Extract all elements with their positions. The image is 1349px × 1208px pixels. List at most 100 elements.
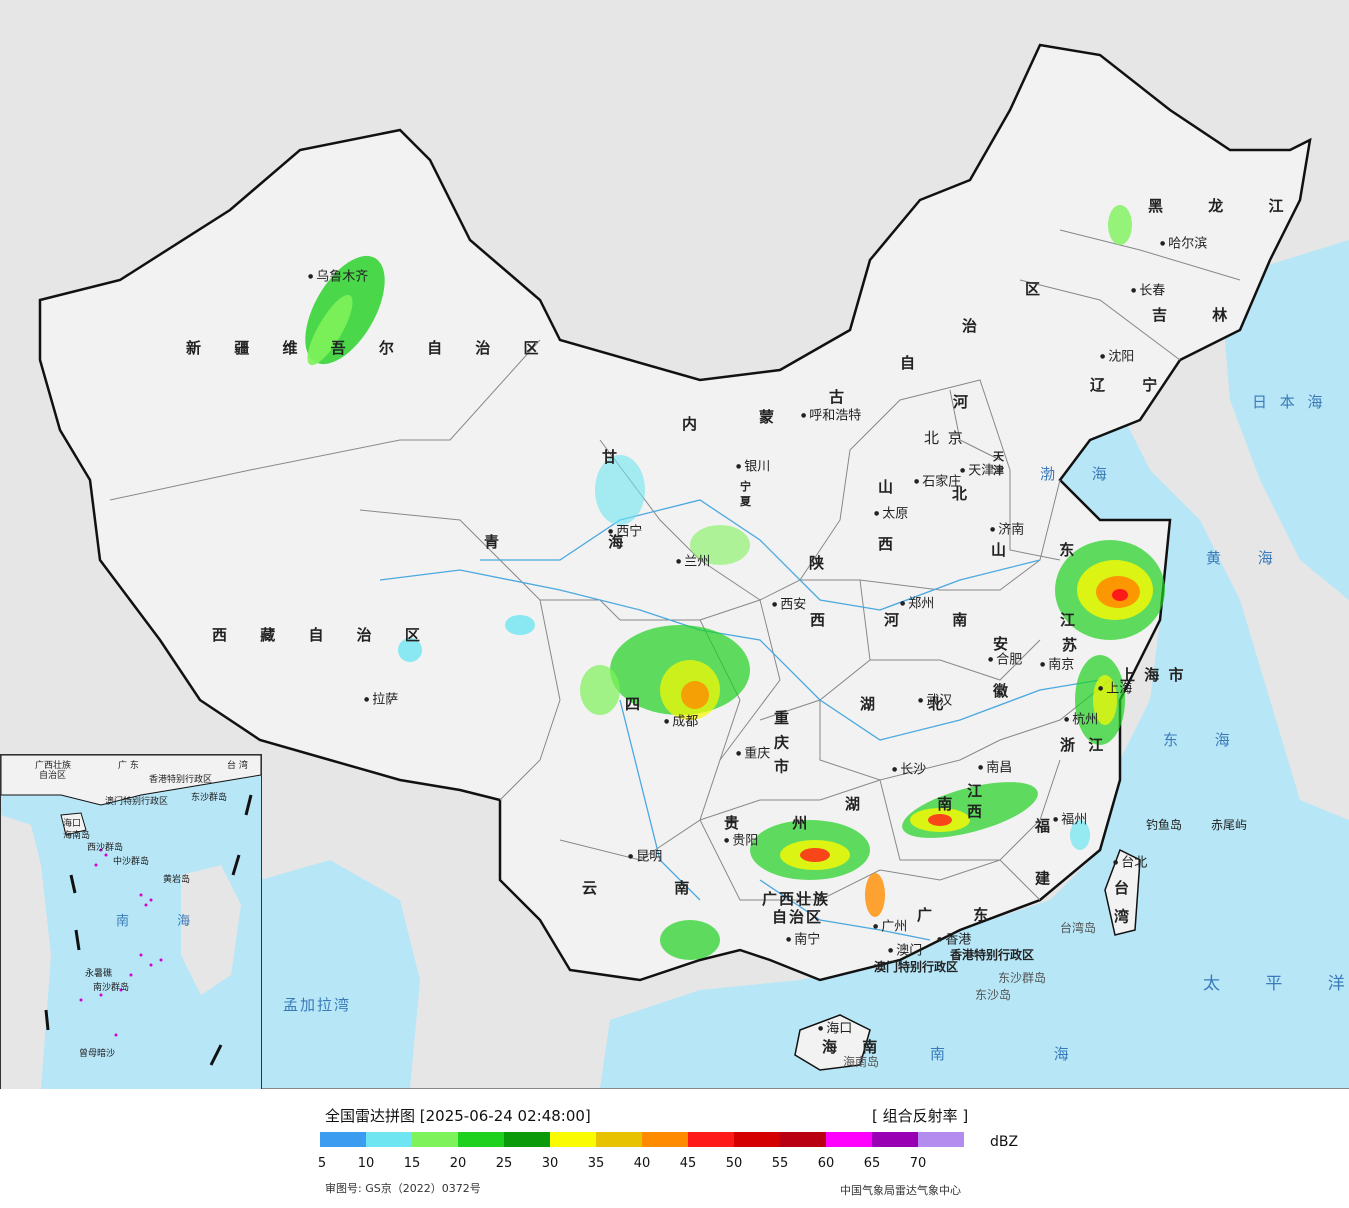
province-label-tibet: 西 藏 自 治 区 xyxy=(212,626,434,644)
city-lhasa[interactable]: 拉萨 xyxy=(364,693,398,708)
inset-label-yongshu: 永暑礁 xyxy=(85,969,113,979)
sea-label-sea-of-japan: 日 本 海 xyxy=(1252,393,1327,411)
province-label-hunan: 湖 南 xyxy=(845,795,989,813)
province-label-jilin: 吉 林 xyxy=(1152,306,1248,324)
city-kunming[interactable]: 昆明 xyxy=(628,850,662,865)
city-hohhot[interactable]: 呼和浩特 xyxy=(801,409,861,424)
inset-label-hongkong-sar: 香港特别行政区 xyxy=(149,775,213,785)
island-chiwei: 赤尾屿 xyxy=(1211,818,1248,832)
legend-unit: dBZ xyxy=(990,1134,1019,1150)
province-label-shan: 山 xyxy=(878,478,908,496)
city-changchun[interactable]: 长春 xyxy=(1131,284,1165,299)
city-haikou[interactable]: 海口 xyxy=(818,1022,852,1037)
legend-tick-label: 5 xyxy=(317,1156,327,1171)
city-yinchuan[interactable]: 银川 xyxy=(736,460,770,475)
bay-of-bengal xyxy=(260,860,420,1088)
city-guangzhou[interactable]: 广州 xyxy=(873,920,907,935)
province-label-jin: 津 xyxy=(993,464,1018,477)
inset-label-taiwan: 台 湾 xyxy=(227,761,248,771)
legend-tick-label: 65 xyxy=(863,1156,881,1171)
city-nanning[interactable]: 南宁 xyxy=(786,933,820,948)
city-taiyuan[interactable]: 太原 xyxy=(874,507,908,522)
city-guiyang[interactable]: 贵阳 xyxy=(724,834,758,849)
city-lanzhou[interactable]: 兰州 xyxy=(676,555,710,570)
legend-swatch-65 xyxy=(872,1132,918,1147)
province-label-gu: 古 xyxy=(829,388,859,406)
city-shenyang[interactable]: 沈阳 xyxy=(1100,350,1134,365)
legend-tick-label: 20 xyxy=(449,1156,467,1171)
legend-swatch-10 xyxy=(366,1132,412,1147)
city-fuzhou[interactable]: 福州 xyxy=(1053,813,1087,828)
inset-label-haikou: 海口 xyxy=(63,819,82,829)
rivers xyxy=(379,499,1101,941)
city-jinan[interactable]: 济南 xyxy=(990,523,1024,538)
province-label-gan: 甘 xyxy=(602,448,632,466)
data-source: 中国气象局雷达气象中心 xyxy=(840,1184,961,1197)
legend-tick-label: 40 xyxy=(633,1156,651,1171)
province-label-ning: 宁 xyxy=(740,480,765,493)
province-label-fujian: 福 建 xyxy=(1033,818,1051,902)
city-tianjin[interactable]: 天津 xyxy=(960,464,994,479)
inset-label-guangdong: 广 东 xyxy=(118,761,139,771)
city-hefei[interactable]: 合肥 xyxy=(988,653,1022,668)
legend-tick-label: 15 xyxy=(403,1156,421,1171)
city-hongkong[interactable]: 香港 xyxy=(937,933,971,948)
city-xian[interactable]: 西安 xyxy=(772,598,806,613)
label-macau-sar: 澳门特别行政区 xyxy=(874,960,959,974)
city-nanchang[interactable]: 南昌 xyxy=(978,761,1012,776)
city-zhengzhou[interactable]: 郑州 xyxy=(900,597,934,612)
sea-label-east-sea: 东 海 xyxy=(1163,731,1246,749)
province-label-guangdong: 广 东 xyxy=(917,906,1007,924)
city-changsha[interactable]: 长沙 xyxy=(892,763,926,778)
inset-label-zhongsha: 中沙群岛 xyxy=(113,857,150,867)
inset-label-guangxi-2: 自治区 xyxy=(39,771,67,781)
label-hongkong-sar: 香港特别行政区 xyxy=(950,948,1035,962)
province-label-guangxi-1: 广西壮族 xyxy=(762,890,831,908)
legend-tick-label: 55 xyxy=(771,1156,789,1171)
city-xining[interactable]: 西宁 xyxy=(608,525,642,540)
province-label-zhejiang: 浙 江 xyxy=(1060,736,1108,754)
legend-tick-label: 45 xyxy=(679,1156,697,1171)
city-shijiazhuang[interactable]: 石家庄 xyxy=(914,475,961,490)
province-label-guangxi-2: 自治区 xyxy=(772,908,824,926)
province-label-hainan: 海 南 xyxy=(822,1038,888,1056)
city-wuhan[interactable]: 武汉 xyxy=(918,694,952,709)
city-chongqing[interactable]: 重庆 xyxy=(736,747,770,762)
province-label-shaan: 陕 xyxy=(809,554,839,572)
city-harbin[interactable]: 哈尔滨 xyxy=(1160,237,1207,252)
legend-swatch-5 xyxy=(320,1132,366,1147)
city-urumqi[interactable]: 乌鲁木齐 xyxy=(308,270,368,285)
legend-tick-label: 30 xyxy=(541,1156,559,1171)
legend-tick-label: 35 xyxy=(587,1156,605,1171)
city-chengdu[interactable]: 成都 xyxy=(664,715,698,730)
inset-label-south-sea: 南 海 xyxy=(116,914,213,929)
legend-swatch-50 xyxy=(734,1132,780,1147)
province-label-guizhou: 贵 州 xyxy=(724,814,832,832)
island-diaoyu: 钓鱼岛 xyxy=(1146,818,1183,832)
sea-label-yellow-sea: 黄 海 xyxy=(1206,549,1289,567)
city-taipei[interactable]: 台北 xyxy=(1113,856,1147,871)
sea-label-pacific: 太 平 洋 xyxy=(1203,974,1349,994)
legend-tick-label: 50 xyxy=(725,1156,743,1171)
legend-swatch-30 xyxy=(550,1132,596,1147)
inset-label-xisha: 西沙群岛 xyxy=(87,843,124,853)
province-label-jiang: 江 xyxy=(1060,611,1090,629)
legend-tick-label: 60 xyxy=(817,1156,835,1171)
province-label-si: 四 xyxy=(625,695,655,713)
province-label-zi: 自 xyxy=(900,354,930,372)
city-nanjing[interactable]: 南京 xyxy=(1040,658,1074,673)
province-label-hui: 徽 xyxy=(993,682,1023,700)
city-macau[interactable]: 澳门 xyxy=(888,944,922,959)
province-label-liaoning: 辽 宁 xyxy=(1090,376,1174,394)
radar-map[interactable]: 新 疆 维 吾 尔 自 治 区 西 藏 自 治 区 青 海 甘 四 云 南 贵 … xyxy=(0,0,1349,1090)
city-hangzhou[interactable]: 杭州 xyxy=(1064,713,1098,728)
province-label-he: 河 xyxy=(953,393,983,411)
island-dongsha: 东沙岛 xyxy=(975,988,1012,1002)
legend-swatch-35 xyxy=(596,1132,642,1147)
city-shanghai[interactable]: 上海 xyxy=(1098,682,1132,697)
legend-swatch-20 xyxy=(458,1132,504,1147)
province-label-jiangxi: 江 西 xyxy=(965,783,983,819)
inset-label-huangyan: 黄岩岛 xyxy=(163,875,191,885)
legend-swatch-55 xyxy=(780,1132,826,1147)
sea-label-bohai: 渤 海 xyxy=(1040,465,1123,483)
